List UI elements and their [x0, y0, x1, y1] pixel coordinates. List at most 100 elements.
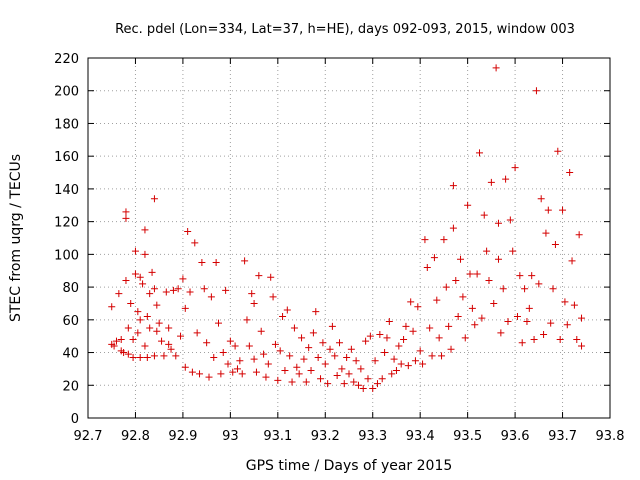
data-point — [127, 299, 135, 307]
data-point — [141, 226, 149, 234]
data-point — [452, 277, 460, 285]
y-axis-label: STEC from uqrg / TECUs — [8, 154, 24, 322]
data-point — [395, 342, 403, 350]
data-point — [181, 363, 189, 371]
data-point — [298, 334, 306, 342]
y-tick-label: 60 — [62, 314, 79, 329]
data-point — [141, 250, 149, 258]
data-point — [260, 350, 268, 358]
data-point — [160, 352, 168, 360]
data-point — [390, 355, 398, 363]
data-point — [226, 337, 234, 345]
data-point — [331, 352, 339, 360]
data-point — [549, 285, 557, 293]
data-point — [319, 339, 327, 347]
data-point — [392, 367, 400, 375]
data-point — [262, 373, 270, 381]
x-tick-label: 92.9 — [168, 429, 197, 444]
data-point — [169, 286, 177, 294]
data-point — [343, 353, 351, 361]
data-point — [445, 322, 453, 330]
chart-title: Rec. pdel (Lon=334, Lat=37, h=HE), days … — [115, 22, 575, 37]
data-point — [219, 349, 227, 357]
data-point — [366, 332, 374, 340]
data-point — [504, 317, 512, 325]
data-point — [497, 329, 505, 337]
data-point — [570, 301, 578, 309]
data-point — [122, 214, 130, 222]
data-point — [478, 314, 486, 322]
data-point — [309, 329, 317, 337]
data-point — [357, 365, 365, 373]
data-point — [537, 195, 545, 203]
data-point — [238, 370, 246, 378]
data-point — [433, 296, 441, 304]
data-point — [566, 169, 574, 177]
data-point — [407, 298, 415, 306]
data-point — [428, 352, 436, 360]
data-point — [490, 299, 498, 307]
data-point — [143, 313, 151, 321]
data-points — [108, 64, 586, 393]
data-point — [369, 385, 377, 393]
data-point — [283, 306, 291, 314]
data-point — [483, 247, 491, 255]
data-point — [563, 321, 571, 329]
data-point — [518, 339, 526, 347]
x-tick-label: 93.3 — [358, 429, 387, 444]
data-point — [487, 178, 495, 186]
data-point — [153, 301, 161, 309]
y-tick-label: 200 — [54, 85, 79, 100]
data-point — [388, 370, 396, 378]
data-point — [136, 273, 144, 281]
data-point — [233, 365, 241, 373]
data-point — [561, 298, 569, 306]
data-point — [492, 64, 500, 72]
x-tick-label: 93.7 — [548, 429, 577, 444]
data-point — [136, 316, 144, 324]
data-point — [134, 308, 142, 316]
data-point — [350, 378, 358, 386]
data-point — [174, 285, 182, 293]
data-point — [328, 322, 336, 330]
data-point — [153, 327, 161, 335]
data-point — [513, 313, 521, 321]
data-point — [269, 293, 277, 301]
data-point — [404, 362, 412, 370]
data-point — [573, 335, 581, 343]
data-point — [222, 286, 230, 294]
data-point — [454, 313, 462, 321]
data-point — [267, 273, 275, 281]
y-tick-label: 140 — [54, 183, 79, 198]
x-tick-label: 93 — [222, 429, 239, 444]
x-tick-label: 92.8 — [121, 429, 150, 444]
data-point — [129, 353, 137, 361]
y-tick-label: 100 — [54, 248, 79, 263]
data-point — [347, 345, 355, 353]
data-point — [464, 201, 472, 209]
data-point — [212, 259, 220, 267]
data-point — [468, 304, 476, 312]
data-point — [300, 355, 308, 363]
x-tick-label: 93.8 — [596, 429, 625, 444]
data-point — [150, 352, 158, 360]
data-point — [525, 304, 533, 312]
data-point — [203, 339, 211, 347]
data-point — [326, 345, 334, 353]
data-point — [414, 303, 422, 311]
data-point — [150, 285, 158, 293]
data-point — [430, 254, 438, 262]
y-tick-label: 40 — [62, 347, 79, 362]
data-point — [494, 255, 502, 263]
data-point — [397, 360, 405, 368]
data-point — [383, 334, 391, 342]
data-point — [177, 332, 185, 340]
y-tick-label: 80 — [62, 281, 79, 296]
data-point — [193, 329, 201, 337]
data-point — [248, 290, 256, 298]
data-point — [115, 290, 123, 298]
data-point — [416, 347, 424, 355]
data-point — [480, 211, 488, 219]
data-point — [191, 239, 199, 247]
y-tick-label: 180 — [54, 117, 79, 132]
